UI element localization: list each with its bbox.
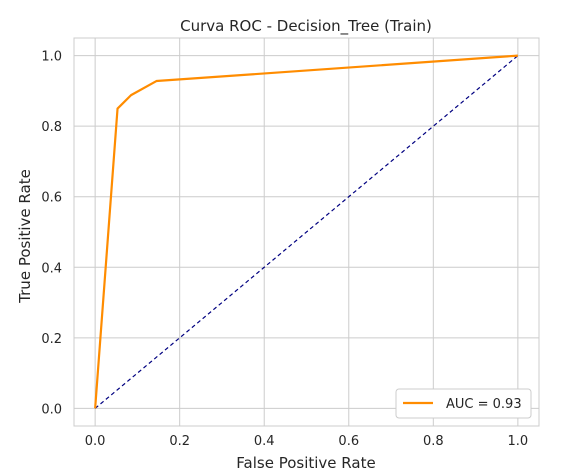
grid — [74, 38, 539, 426]
y-tick-label: 0.4 — [41, 261, 62, 276]
x-tick-label: 0.2 — [169, 434, 190, 449]
chance-diagonal-line — [94, 55, 519, 409]
chart-title: Curva ROC - Decision_Tree (Train) — [180, 17, 432, 36]
ticks: 0.0 0.2 0.4 0.6 0.8 1.0 0.0 0.2 0.4 0.6 0.8 1.0 — [41, 50, 528, 449]
x-tick-label: 1.0 — [508, 434, 529, 449]
x-axis-label: False Positive Rate — [236, 454, 375, 472]
legend: AUC = 0.93 — [395, 388, 532, 419]
legend-label: AUC = 0.93 — [446, 397, 522, 412]
y-tick-label: 1.0 — [41, 50, 62, 65]
x-tick-label: 0.8 — [423, 434, 444, 449]
x-tick-label: 0.6 — [338, 434, 359, 449]
x-tick-label: 0.4 — [254, 434, 275, 449]
roc-curve-line — [94, 54, 518, 409]
y-axis-label: True Positive Rate — [16, 169, 34, 304]
legend-box — [395, 388, 532, 419]
y-tick-label: 0.2 — [41, 332, 62, 347]
x-tick-label: 0.0 — [85, 434, 106, 449]
y-tick-label: 0.0 — [41, 402, 62, 417]
plot-frame — [73, 37, 540, 427]
y-tick-label: 0.8 — [41, 120, 62, 135]
y-tick-label: 0.6 — [41, 191, 62, 206]
series-layer — [94, 54, 519, 409]
